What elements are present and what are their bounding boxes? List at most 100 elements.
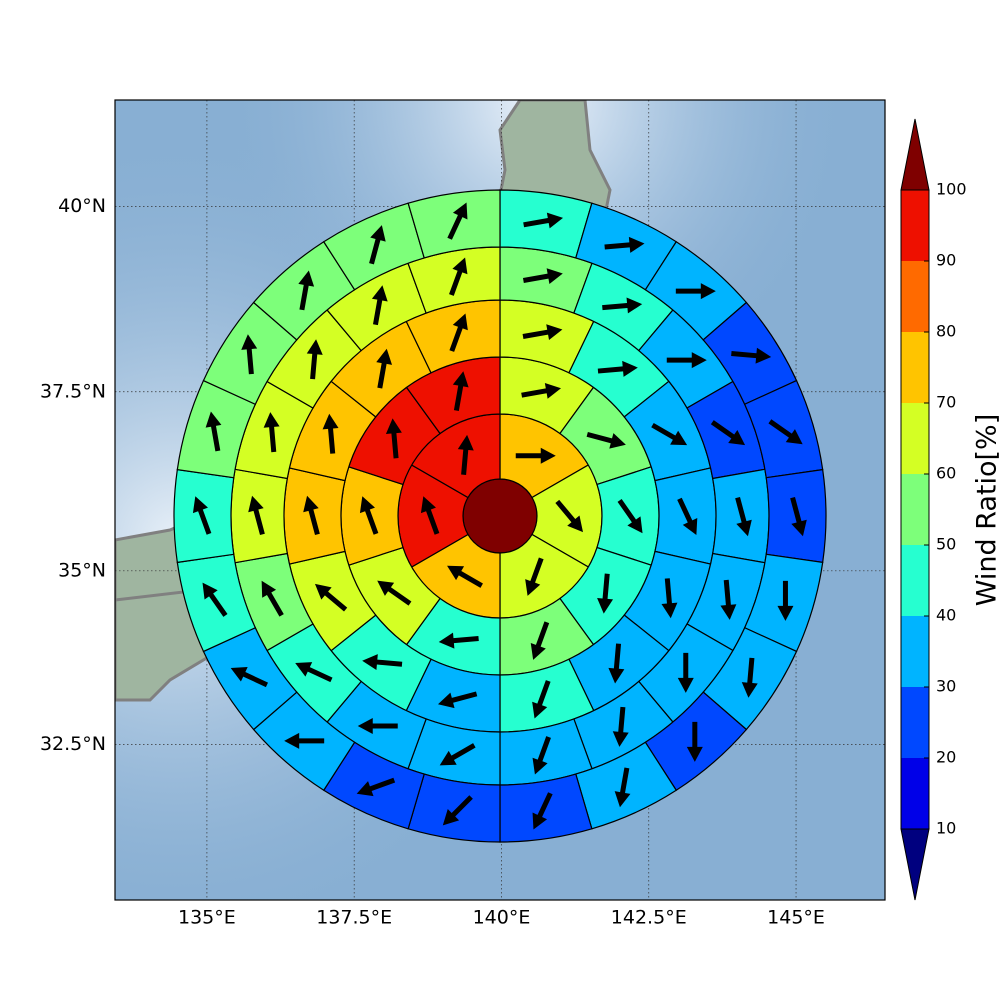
colorbar-tick-label: 60 [936,464,956,483]
wind-arrow [437,691,478,709]
wind-arrow [298,270,315,311]
colorbar-bin [901,190,929,261]
x-tick-label: 142.5°E [611,907,687,929]
wind-arrow [555,499,583,533]
wind-arrow [449,313,468,352]
wind-arrow [677,652,694,693]
x-tick-label: 137.5°E [316,907,392,929]
wind-arrow [525,557,544,596]
colorbar-bin [901,261,929,332]
colorbar-tick-label: 20 [936,748,956,767]
wind-arrow [666,352,707,369]
colorbar-tick-label: 40 [936,606,956,625]
wind-arrow [735,497,752,537]
wind-arrow [661,578,678,619]
wind-arrow [420,496,440,535]
colorbar-bin [901,332,929,403]
wind-arrow [263,412,280,453]
x-tick-label: 140°E [473,907,531,929]
wind-arrow [241,334,258,375]
colorbar-over [900,118,930,191]
colorbar-tick-label: 100 [936,180,967,199]
wind-arrow [447,565,483,588]
wind-arrow [597,573,614,614]
colorbar-bin [901,403,929,474]
wind-arrow [522,324,563,341]
y-tick-label: 35°N [58,559,106,581]
y-tick-label: 32.5°N [40,733,106,755]
wind-arrow [523,212,564,229]
wind-arrow [515,447,556,464]
wind-arrow [532,680,551,719]
wind-arrow [604,236,645,253]
wind-arrow [602,297,643,314]
wind-arrow [617,499,643,534]
wind-arrow [303,495,320,535]
wind-arrow [202,582,228,617]
wind-arrow [306,339,323,380]
wind-arrow [768,419,803,445]
colorbar-bin [901,687,929,758]
colorbar-bin [901,616,929,687]
colorbar-bin [901,545,929,616]
wind-arrow [731,347,772,364]
wind-arrow [790,497,807,537]
wind-arrow [439,743,476,766]
wind-arrow [442,795,473,826]
axes-frame [114,99,886,901]
wind-arrow [357,718,398,735]
colorbar-tick-label: 30 [936,677,956,696]
x-tick-label: 135°E [178,907,236,929]
wind-arrow [532,736,551,775]
wind-arrow [614,767,631,808]
colorbar-under [900,828,930,901]
wind-arrow [452,371,469,412]
wind-arrow [675,283,716,300]
ticks: 135°E 137.5°E 140°E 142.5°E 145°E 32.5°N 35°N 3… [40,195,825,928]
wind-arrow [521,382,562,399]
colorbar-tick-label: 50 [936,535,956,554]
wind-arrows [192,202,807,830]
x-tick-label: 145°E [767,907,825,929]
wind-arrow [362,654,403,671]
wind-arrow [608,643,625,684]
wind-arrow [449,257,468,296]
wind-arrow [205,411,222,452]
wind-arrow [376,348,393,389]
wind-arrow [284,732,325,749]
colorbar-tick-label: 10 [936,819,956,838]
wind-arrow [369,225,386,265]
wind-arrow [385,418,402,459]
wind-arrow [261,580,284,617]
sectors [173,189,827,843]
wind-arrow [686,721,703,762]
wind-arrow [371,285,388,326]
wind-arrow [597,360,638,377]
colorbar-bin [901,758,929,829]
wind-arrow [447,202,468,240]
wind-arrow [359,496,379,535]
wind-arrow [741,657,758,698]
wind-arrow [677,497,698,536]
colorbar-tick-label: 70 [936,393,956,412]
wind-arrow [314,583,348,612]
wind-arrow [356,777,396,797]
colorbar-bin [901,474,929,545]
wind-arrow [248,495,265,535]
colorbar-frame [900,189,930,830]
wind-arrow [710,420,746,446]
wind-arrow [438,632,479,649]
wind-arrow [295,662,333,683]
wind-arrow [322,413,339,454]
wind-arrow [230,667,269,688]
sector [499,189,593,259]
wind-arrow [532,792,553,830]
colorbar-label: Wind Ratio[%] [972,414,1000,606]
colorbar-tick-label: 90 [936,251,956,270]
wind-arrow [612,706,629,747]
sector [407,773,501,843]
wind-arrow [651,422,688,446]
wind-arrow [720,579,737,620]
